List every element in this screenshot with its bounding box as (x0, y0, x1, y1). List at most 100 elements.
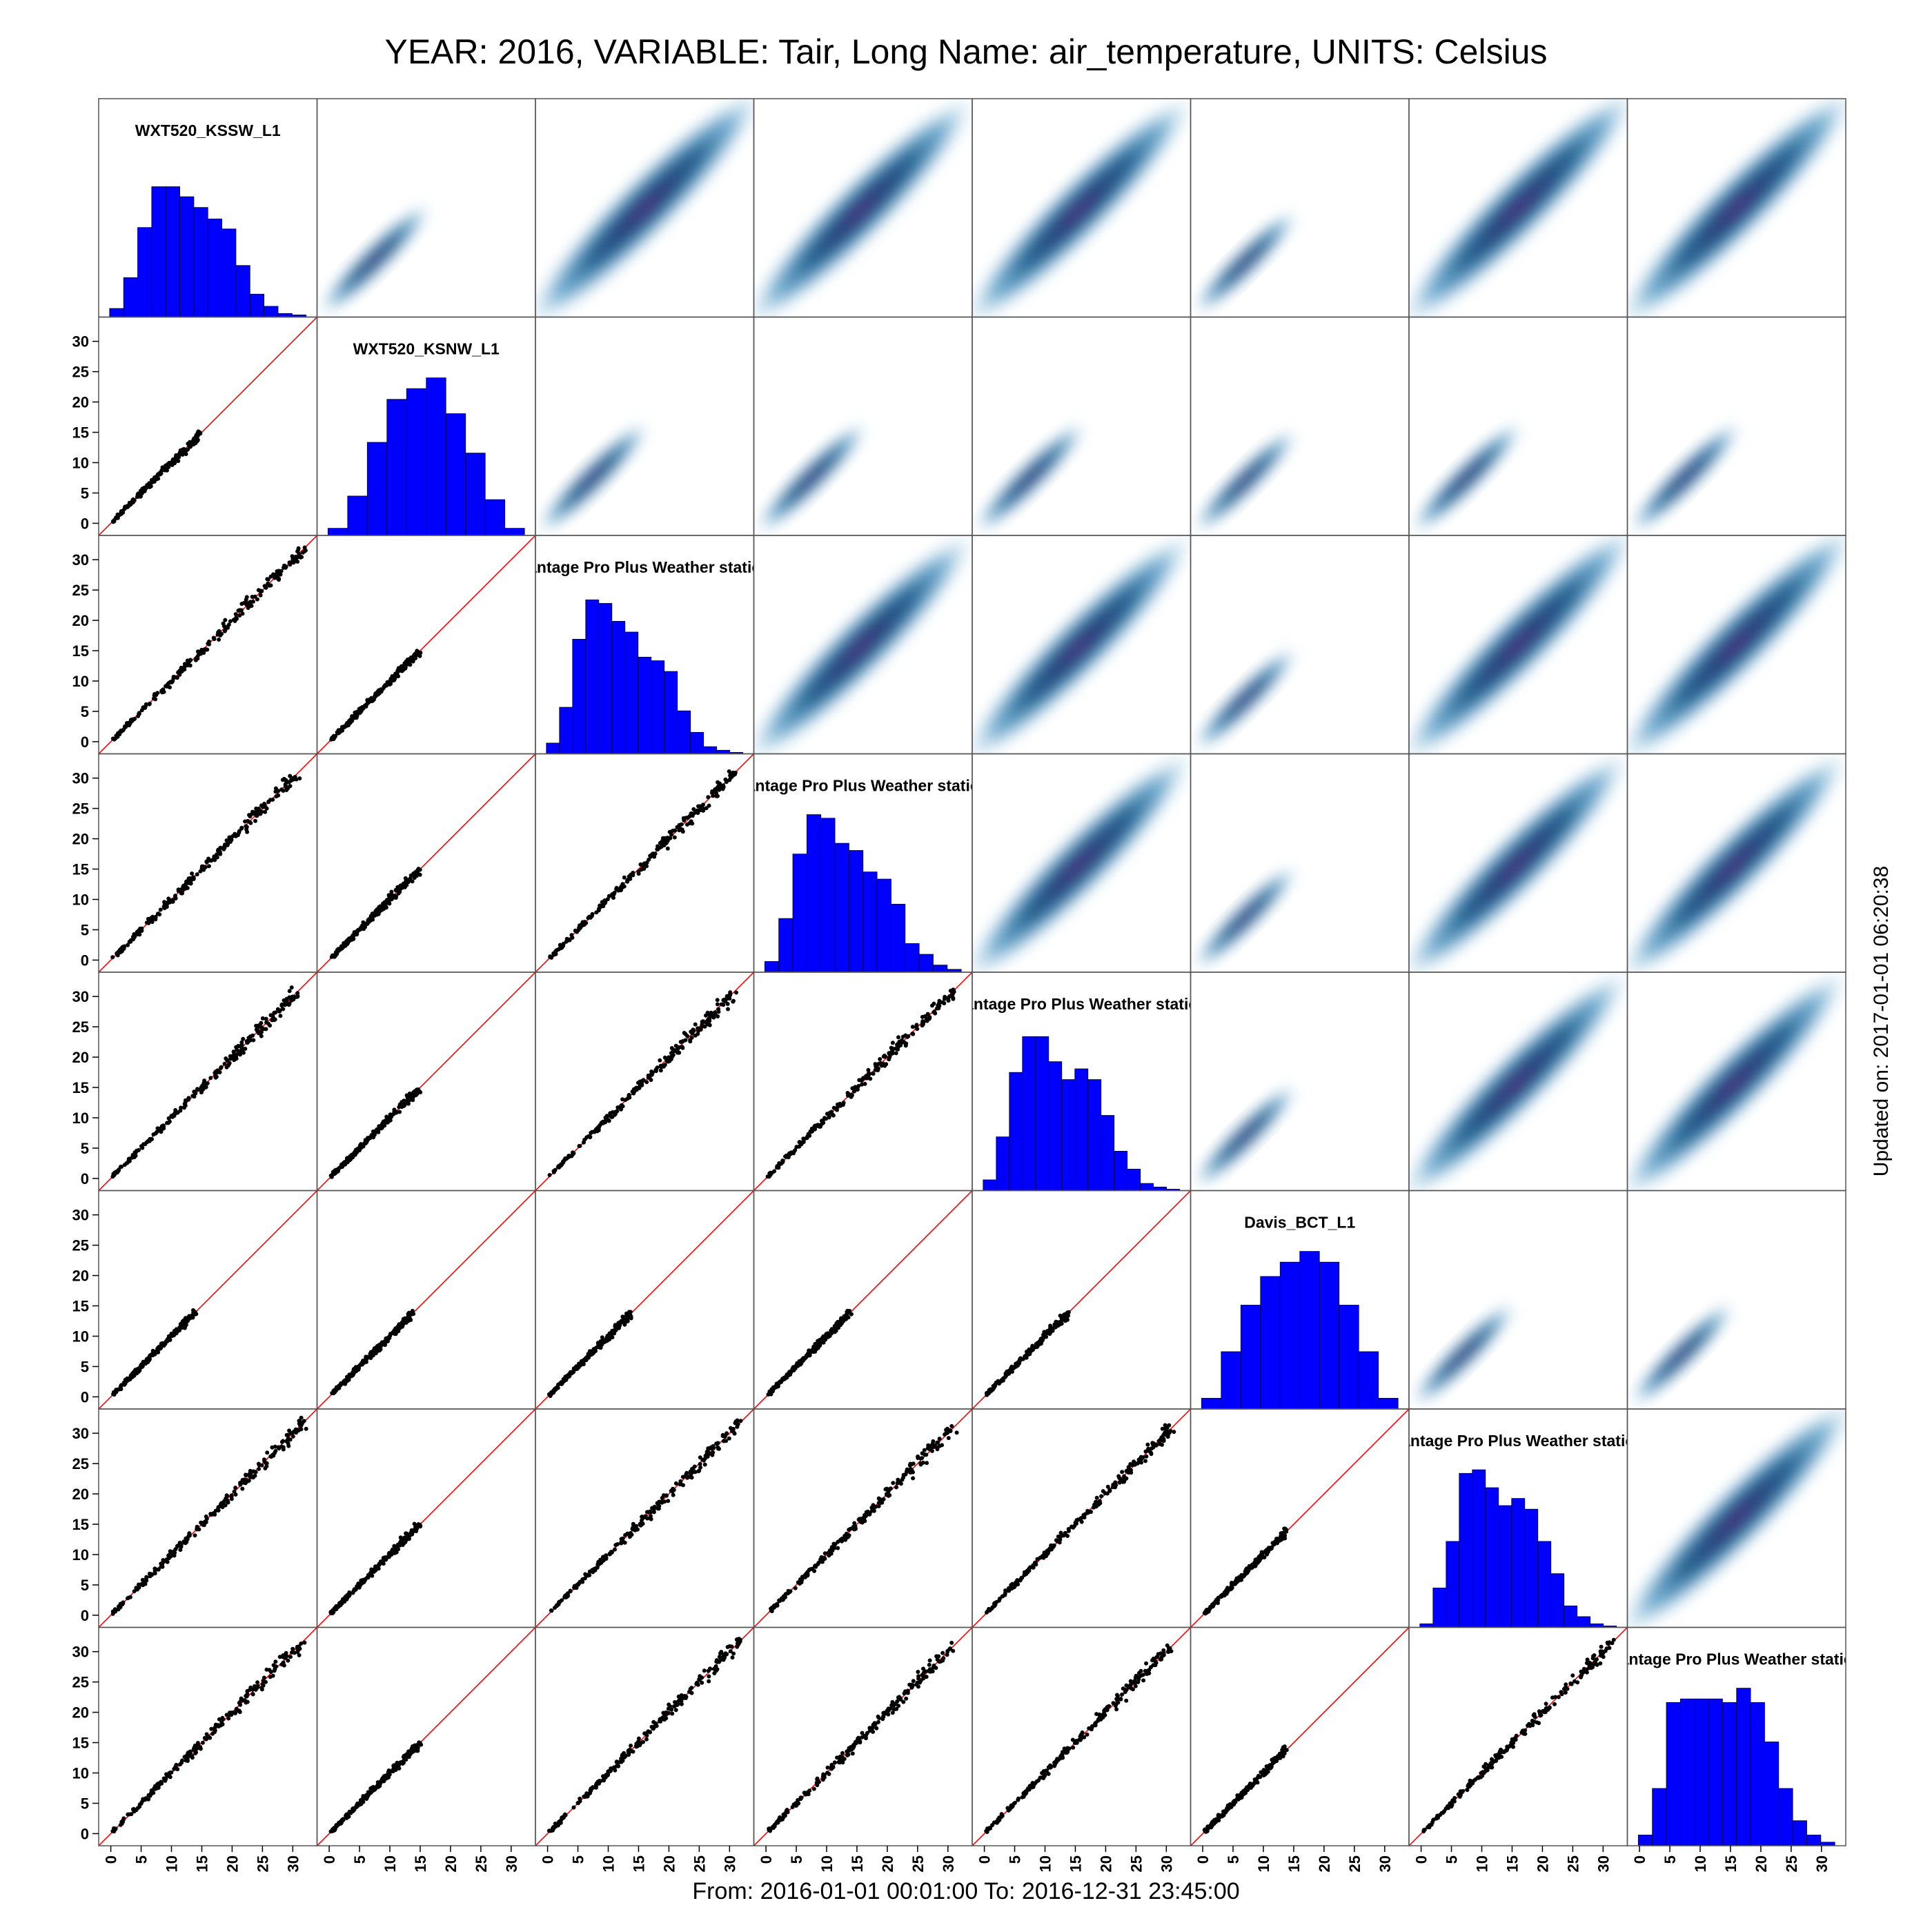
scatter-points (329, 867, 422, 959)
histogram-bar (179, 196, 195, 317)
x-tick-label: 25 (1127, 1855, 1145, 1872)
x-tick-label: 30 (1595, 1855, 1612, 1872)
variable-label: Davis_BCT_L1 (1244, 1213, 1355, 1231)
histogram-bar (598, 603, 613, 754)
scatter-points (110, 773, 302, 960)
y-tick-label: 25 (72, 800, 89, 818)
panel-r5-c6 (1190, 972, 1410, 1192)
panel-r2-c5 (972, 316, 1192, 536)
histogram-bar (806, 814, 822, 972)
histogram-bar (862, 871, 878, 972)
histogram-bar (1820, 1842, 1835, 1846)
histogram-bar (1792, 1820, 1807, 1846)
histogram-bar (1446, 1541, 1460, 1628)
variable-label: Vantage Pro Plus Weather station (955, 995, 1208, 1013)
histogram-bar (1511, 1498, 1526, 1628)
y-tick-label: 30 (72, 551, 89, 569)
density-blob (1628, 420, 1742, 535)
y-tick-label: 10 (72, 1328, 89, 1346)
panel-r5-c1: 0 5 10 15 20 25 30 (72, 972, 318, 1192)
y-tick-label: 5 (81, 1140, 89, 1157)
x-tick-label: 25 (1564, 1855, 1581, 1872)
y-tick-label: 10 (72, 673, 89, 690)
histogram-bar (1590, 1623, 1604, 1628)
panel-r1-c7 (1408, 98, 1628, 318)
updated-timestamp: Updated on: 2017-01-01 06:20:38 (1870, 865, 1893, 1177)
histogram-bar (820, 818, 836, 972)
y-tick-label: 20 (72, 1268, 89, 1285)
panel-r8-c6: 0 5 10 15 20 25 30 (1190, 1626, 1410, 1872)
histogram-bar (249, 293, 265, 317)
x-tick-label: 25 (473, 1855, 490, 1872)
histogram-bar (1722, 1702, 1737, 1846)
variable-label: Vantage Pro Plus Weather station (737, 776, 989, 794)
histogram-bar (664, 671, 678, 754)
panel-r8-c3: 0 5 10 15 20 25 30 (535, 1626, 755, 1872)
y-tick-label: 5 (81, 484, 89, 502)
panel-r4-c3 (535, 753, 755, 973)
x-tick-label: 5 (570, 1855, 587, 1864)
x-tick-label: 10 (1255, 1855, 1272, 1872)
x-tick-label: 30 (1377, 1855, 1394, 1872)
panel-r6-c2 (316, 1190, 536, 1410)
scatter-points (546, 1637, 742, 1833)
panel-border (1626, 1626, 1846, 1846)
panel-r8-c2: 0 5 10 15 20 25 30 (316, 1626, 536, 1872)
histogram-bar (1666, 1702, 1681, 1846)
histogram-bar (1652, 1788, 1667, 1846)
histogram-bar (703, 746, 718, 754)
density-blob (1627, 753, 1846, 972)
scatter-points (110, 545, 308, 742)
y-tick-label: 5 (81, 921, 89, 938)
histogram-bar (764, 961, 780, 972)
x-tick-label: 20 (660, 1855, 678, 1872)
y-tick-label: 15 (72, 1079, 89, 1096)
histogram-bar (1750, 1702, 1765, 1846)
histogram-bar (1101, 1115, 1115, 1191)
x-tick-label: 10 (1474, 1855, 1491, 1872)
histogram-bar (778, 918, 793, 972)
scatter-points (984, 1643, 1174, 1834)
variable-label: WXT520_KSSW_L1 (135, 121, 281, 139)
panel-r1-c2 (316, 98, 536, 318)
x-tick-label: 15 (412, 1855, 429, 1872)
density-blob (535, 420, 651, 535)
y-tick-label: 25 (72, 364, 89, 381)
histogram-bar (1564, 1605, 1578, 1628)
y-tick-label: 15 (72, 1735, 89, 1752)
histogram-bar (1022, 1036, 1036, 1191)
panel-r1-c1: WXT520_KSSW_L1 (98, 98, 318, 318)
histogram-bar (1736, 1688, 1751, 1846)
scatter-points (767, 1640, 956, 1833)
density-blob (1192, 864, 1299, 972)
histogram-bar (546, 742, 560, 754)
panel-r3-c3: Vantage Pro Plus Weather station (535, 535, 755, 755)
histogram-bar (905, 943, 920, 972)
x-tick-label: 5 (1662, 1855, 1679, 1864)
x-tick-label: 25 (1346, 1855, 1363, 1872)
histogram-bar (1708, 1698, 1723, 1846)
histogram-bar (137, 227, 152, 317)
x-tick-label: 30 (503, 1855, 520, 1872)
x-tick-label: 20 (1753, 1855, 1770, 1872)
histogram-bar (1114, 1151, 1128, 1191)
x-tick-label: 0 (321, 1855, 338, 1864)
panel-r6-c6: Davis_BCT_L1 (1190, 1190, 1410, 1410)
histogram-bar (327, 528, 348, 535)
x-tick-label: 10 (382, 1855, 399, 1872)
y-tick-label: 10 (72, 1546, 89, 1564)
x-tick-label: 10 (1037, 1855, 1054, 1872)
density-blob (1409, 420, 1524, 535)
panel-r6-c8 (1626, 1190, 1846, 1410)
y-tick-label: 5 (81, 1795, 89, 1812)
histogram-bar (207, 218, 222, 317)
panel-r6-c7 (1408, 1190, 1628, 1410)
histogram-bar (264, 306, 279, 317)
panel-r6-c4 (753, 1190, 973, 1410)
density-blob (1410, 1301, 1517, 1408)
scatter-points (328, 1521, 423, 1615)
y-tick-label: 10 (72, 455, 89, 472)
histogram-bar (1550, 1573, 1565, 1628)
histogram-bar (386, 399, 407, 535)
panel-r7-c1: 0 5 10 15 20 25 30 (72, 1408, 318, 1628)
